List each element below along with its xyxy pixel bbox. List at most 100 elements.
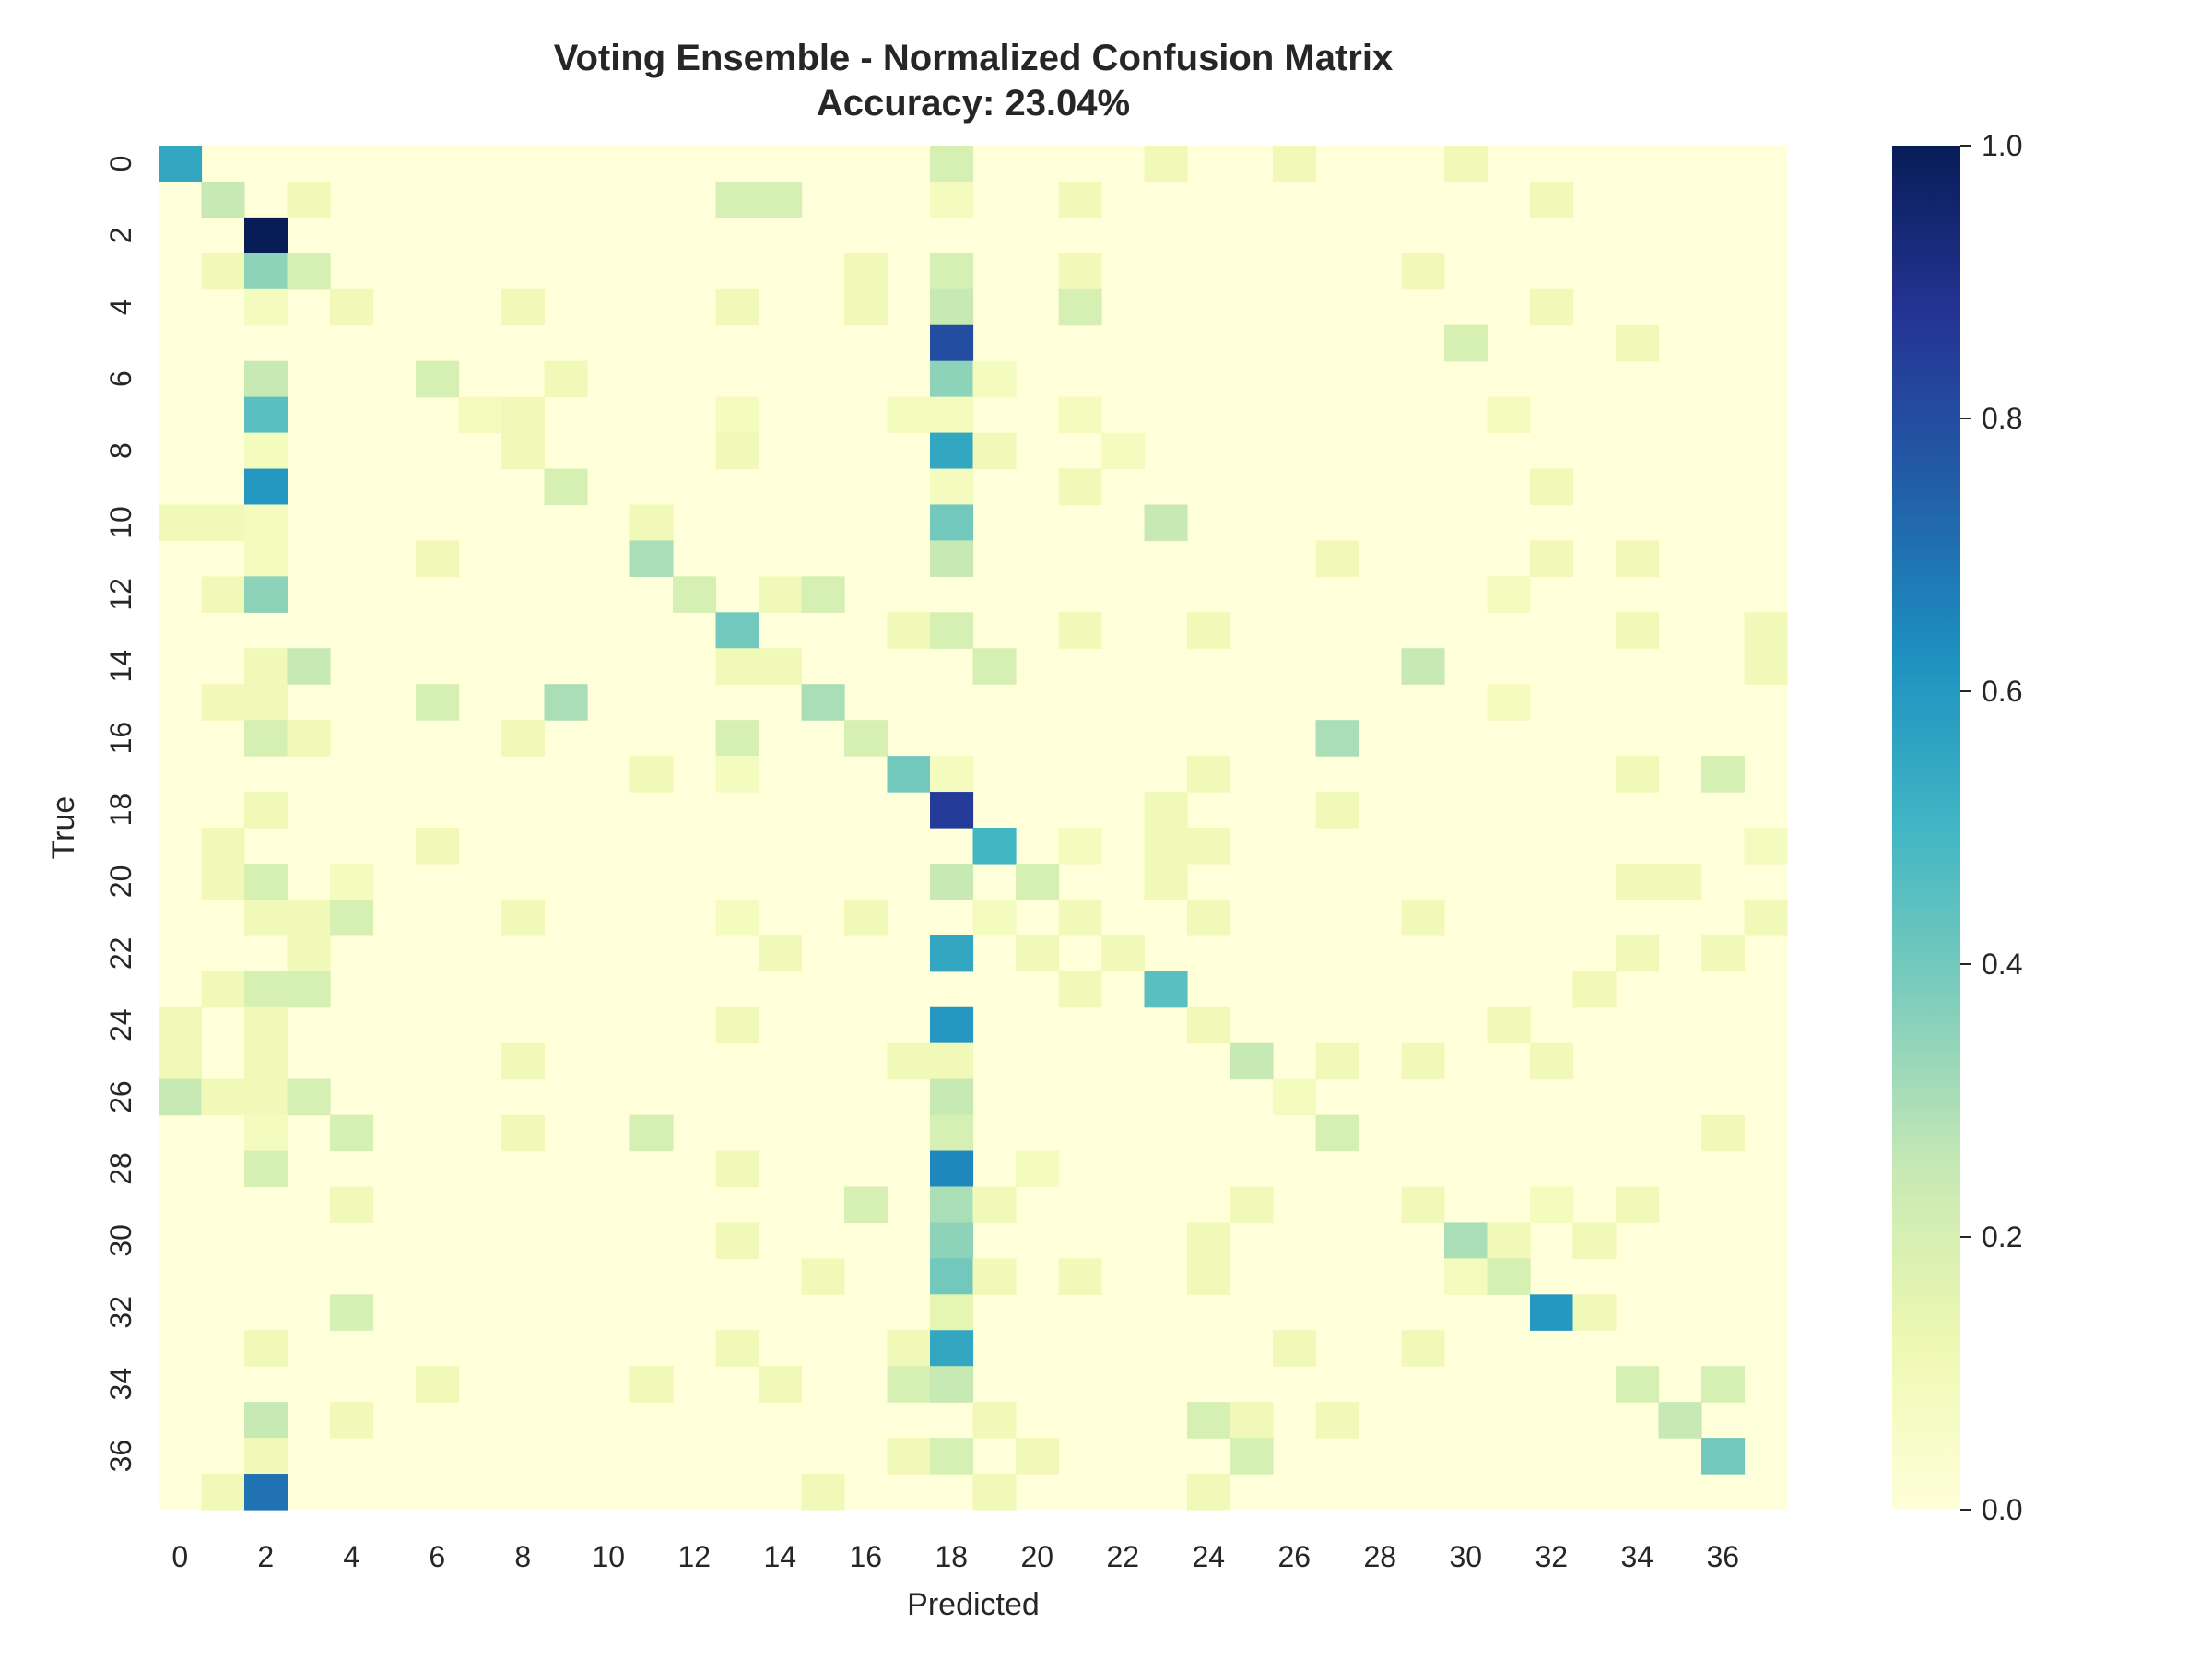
colorbar-ticks: 0.0 0.2 0.4 0.6 0.8 1.0 bbox=[1960, 129, 2022, 1526]
x-tick-label: 6 bbox=[429, 1540, 445, 1573]
heatmap-cell bbox=[1187, 756, 1231, 793]
y-tick-label: 22 bbox=[104, 937, 137, 971]
heatmap-cell bbox=[1315, 1402, 1359, 1439]
heatmap-cell bbox=[715, 1150, 759, 1188]
y-tick-label: 6 bbox=[104, 371, 137, 387]
heatmap-cell bbox=[1187, 1258, 1231, 1295]
x-tick-label: 22 bbox=[1106, 1540, 1139, 1573]
heatmap-cell bbox=[1187, 899, 1231, 936]
heatmap-cell bbox=[801, 1474, 845, 1511]
heatmap-cell bbox=[501, 396, 546, 434]
heatmap-cell bbox=[201, 181, 245, 218]
heatmap-cell bbox=[1187, 612, 1231, 649]
heatmap-cell bbox=[629, 504, 674, 542]
heatmap-cell bbox=[1016, 1438, 1060, 1475]
heatmap-cells bbox=[159, 146, 1788, 1511]
colorbar-tick-label: 0.6 bbox=[1982, 675, 2022, 708]
y-axis-label: True bbox=[46, 796, 81, 860]
x-tick-label: 4 bbox=[343, 1540, 359, 1573]
heatmap-cell bbox=[501, 899, 546, 936]
heatmap-cell bbox=[287, 899, 331, 936]
heatmap-cell bbox=[1187, 1402, 1231, 1439]
heatmap-cell bbox=[887, 612, 931, 649]
heatmap-cell bbox=[1187, 1006, 1231, 1044]
heatmap-cell bbox=[1315, 1114, 1359, 1152]
x-tick-label: 20 bbox=[1020, 1540, 1053, 1573]
heatmap-cell bbox=[159, 146, 203, 182]
heatmap-cell bbox=[1144, 971, 1188, 1008]
x-tick-label: 0 bbox=[171, 1540, 188, 1573]
heatmap-cell bbox=[244, 432, 288, 470]
heatmap-cell bbox=[629, 1366, 674, 1403]
y-tick-label: 8 bbox=[104, 442, 137, 459]
heatmap-cell bbox=[1444, 324, 1488, 362]
heatmap-cell bbox=[416, 684, 460, 721]
heatmap-cell bbox=[159, 1078, 203, 1116]
heatmap-cell bbox=[930, 1078, 974, 1116]
y-tick-label: 16 bbox=[104, 722, 137, 755]
y-tick-label: 26 bbox=[104, 1080, 137, 1113]
heatmap-cell bbox=[1444, 1222, 1488, 1259]
heatmap-cell bbox=[330, 288, 374, 326]
heatmap-cell bbox=[759, 935, 803, 972]
heatmap-cell bbox=[1530, 468, 1574, 506]
y-tick-label: 12 bbox=[104, 578, 137, 611]
heatmap-cell bbox=[1401, 1042, 1445, 1080]
heatmap-cell bbox=[501, 288, 546, 326]
heatmap-cell bbox=[1315, 792, 1359, 829]
heatmap-cell bbox=[715, 648, 759, 685]
heatmap-cell bbox=[416, 360, 460, 398]
heatmap-cell bbox=[844, 1186, 888, 1224]
heatmap-cell bbox=[801, 684, 845, 721]
heatmap-cell bbox=[287, 971, 331, 1008]
x-tick-label: 36 bbox=[1706, 1540, 1739, 1573]
heatmap-cell bbox=[715, 432, 759, 470]
heatmap-cell bbox=[759, 648, 803, 685]
heatmap-cell bbox=[287, 720, 331, 757]
heatmap-cell bbox=[1058, 1258, 1102, 1295]
heatmap-cell bbox=[1701, 1366, 1746, 1403]
x-tick-label: 8 bbox=[514, 1540, 531, 1573]
heatmap-cell bbox=[844, 899, 888, 936]
heatmap-cell bbox=[930, 863, 974, 900]
heatmap-cell bbox=[759, 181, 803, 218]
x-tick-label: 12 bbox=[677, 1540, 711, 1573]
y-tick-label: 10 bbox=[104, 506, 137, 539]
heatmap-cell bbox=[887, 396, 931, 434]
heatmap-cell bbox=[930, 1042, 974, 1080]
heatmap-cell bbox=[844, 720, 888, 757]
heatmap-cell bbox=[1315, 1042, 1359, 1080]
heatmap-cell bbox=[930, 288, 974, 326]
heatmap-cell bbox=[1487, 396, 1531, 434]
heatmap-cell bbox=[1401, 1186, 1445, 1224]
heatmap-cell bbox=[1058, 899, 1102, 936]
heatmap-cell bbox=[244, 253, 288, 290]
heatmap-cell bbox=[715, 899, 759, 936]
heatmap-cell bbox=[244, 217, 288, 254]
heatmap-cell bbox=[887, 1330, 931, 1367]
heatmap-cell bbox=[244, 684, 288, 721]
heatmap-cell bbox=[416, 1366, 460, 1403]
heatmap-cell bbox=[1616, 324, 1660, 362]
heatmap-cell bbox=[715, 1222, 759, 1259]
heatmap-cell bbox=[244, 540, 288, 577]
heatmap-cell bbox=[1401, 899, 1445, 936]
heatmap-cell bbox=[930, 935, 974, 972]
heatmap-cell bbox=[1444, 146, 1488, 182]
heatmap-cell bbox=[801, 1258, 845, 1295]
heatmap-cell bbox=[1187, 1474, 1231, 1511]
heatmap-cell bbox=[244, 1402, 288, 1439]
heatmap-cell bbox=[1230, 1402, 1274, 1439]
heatmap-cell bbox=[201, 863, 245, 900]
heatmap-cell bbox=[1144, 146, 1188, 182]
x-tick-label: 32 bbox=[1535, 1540, 1568, 1573]
heatmap-cell bbox=[715, 396, 759, 434]
heatmap-cell bbox=[1401, 1330, 1445, 1367]
heatmap-cell bbox=[1530, 1294, 1574, 1331]
heatmap-cell bbox=[244, 1078, 288, 1116]
heatmap-cell bbox=[244, 648, 288, 685]
heatmap-cell bbox=[1144, 863, 1188, 900]
heatmap-cell bbox=[715, 288, 759, 326]
